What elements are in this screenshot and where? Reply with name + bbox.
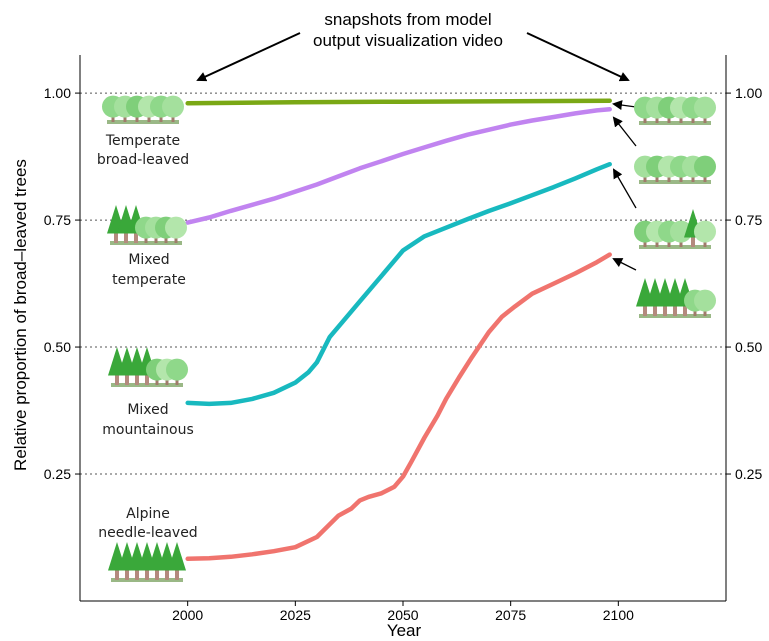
y-tick-label-left: 0.75 [44,212,71,228]
forest-label-mixed-temperate-1: Mixed [128,252,169,268]
y-tick-label-right: 0.25 [735,466,762,482]
snapshot-arrow-1 [612,100,637,111]
series-line-3 [185,161,612,407]
forest-icon-right-1 [634,96,716,125]
forest-label-mixed-temperate-2: temperate [112,272,186,288]
snapshot-arrow-3 [612,168,637,209]
forest-icon-left-mixed-mountainous [108,347,188,387]
forest-illustrations [102,95,716,582]
forest-icon-right-2 [634,155,716,184]
y-tick-label-right: 0.50 [735,339,762,355]
forest-icon-right-4 [636,278,716,318]
y-tick-label-right: 0.75 [735,212,762,228]
annotation-arrow-left [196,32,301,82]
series-line-1 [185,98,612,106]
forest-type-labels: Temperate broad-leaved Mixed temperate M… [97,133,198,541]
x-tick-label: 2100 [603,607,634,623]
x-axis-title: Year [387,621,422,640]
series-lines [185,98,612,562]
annotation-line-2: output visualization video [313,31,503,50]
y-tick-label-left: 0.50 [44,339,71,355]
series-line-2 [185,107,612,225]
forest-label-alpine-2: needle-leaved [98,525,197,541]
forest-icon-left-mixed-temperate [107,205,187,245]
y-tick-label-right: 1.00 [735,85,762,101]
annotation-arrow-right [526,32,630,82]
snapshot-arrow-2 [612,116,637,147]
y-tick-label-left: 1.00 [44,85,71,101]
forest-label-temperate-1: Temperate [105,133,180,149]
axes: 0.25 0.25 0.50 0.50 0.75 0.75 1.00 1.00 2000 2025… [44,55,762,623]
y-tick-label-left: 0.25 [44,466,71,482]
x-tick-label: 2000 [172,607,203,623]
x-tick-label: 2075 [495,607,526,623]
snapshot-annotation: snapshots from model output visualizatio… [196,10,630,82]
forest-label-mixed-mountainous-1: Mixed [127,402,168,418]
x-tick-label: 2050 [387,607,418,623]
snapshot-arrows [612,100,637,271]
forest-icon-left-alpine [108,542,186,582]
forest-label-temperate-2: broad-leaved [97,152,189,168]
snapshot-arrow-4 [612,258,637,271]
x-tick-label: 2025 [280,607,311,623]
forest-label-alpine-1: Alpine [126,506,170,522]
forest-icon-left-temperate [102,95,184,124]
forest-icon-right-3 [634,209,716,249]
annotation-line-1: snapshots from model [324,10,491,29]
y-axis-title: Relative proportion of broad–leaved tree… [11,159,30,471]
forest-label-mixed-mountainous-2: mountainous [102,422,194,438]
series-line-4 [185,252,612,562]
